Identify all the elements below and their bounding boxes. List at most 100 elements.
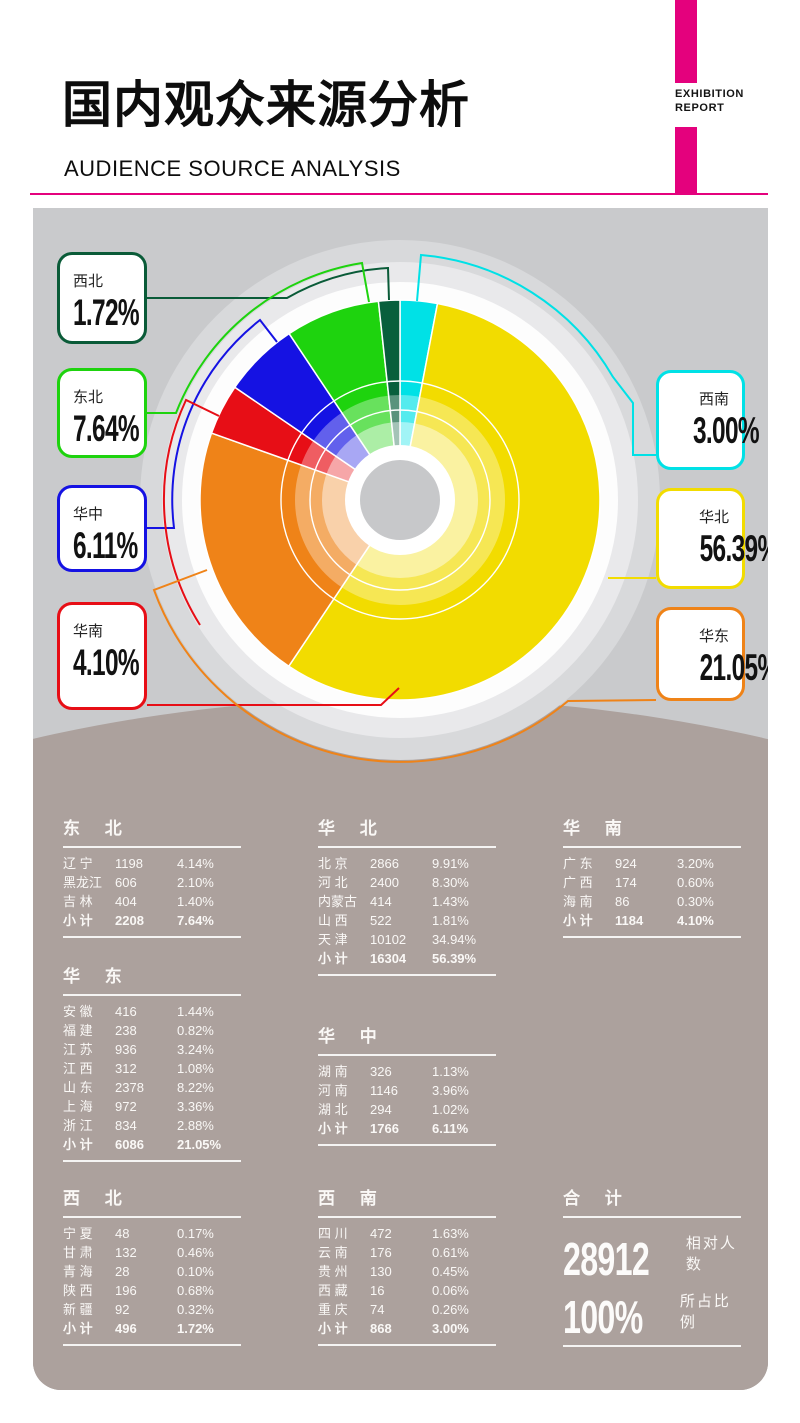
table-subtotal-row: 小 计 6086 21.05% — [63, 1135, 241, 1154]
province-name: 广 西 — [563, 875, 593, 890]
table-西南: 西 南四 川 472 1.63% 云 南 176 0.61% 贵 州 130 0.45% 西 藏 1… — [318, 1184, 496, 1346]
table-row: 西 藏 16 0.06% — [318, 1281, 496, 1300]
table-rows: 安 徽 416 1.44% 福 建 238 0.82% 江 苏 936 3.24% 江 西 312 1… — [63, 1002, 241, 1154]
province-name: 内蒙古 — [318, 894, 358, 909]
visitor-percent: 3.00% — [432, 1321, 469, 1336]
visitor-count: 972 — [115, 1099, 137, 1114]
table-title: 东 北 — [63, 819, 132, 838]
callout-region-name: 华南 — [73, 623, 104, 640]
total-people-value: 28912 — [563, 1233, 650, 1285]
tag-line-2: REPORT — [675, 102, 725, 114]
table-title: 华 东 — [63, 967, 132, 986]
table-row: 广 东 924 3.20% — [563, 854, 741, 873]
table-rows: 北 京 2866 9.91% 河 北 2400 8.30% 内蒙古 414 1.43% 山 西 52… — [318, 854, 496, 968]
table-华南: 华 南广 东 924 3.20% 广 西 174 0.60% 海 南 86 0.30% 小 计 11… — [563, 814, 741, 938]
visitor-percent: 1.44% — [177, 1004, 214, 1019]
table-subtotal-row: 小 计 2208 7.64% — [63, 911, 241, 930]
total-bottom-line — [563, 1345, 741, 1347]
table-rows: 广 东 924 3.20% 广 西 174 0.60% 海 南 86 0.30% 小 计 1184 4… — [563, 854, 741, 930]
table-rows: 四 川 472 1.63% 云 南 176 0.61% 贵 州 130 0.45% 西 藏 16 0.… — [318, 1224, 496, 1338]
table-bottom-line — [318, 1344, 496, 1346]
visitor-count: 16304 — [370, 951, 407, 966]
visitor-count: 924 — [615, 856, 637, 871]
callout-region-name: 东北 — [73, 389, 104, 406]
callout-华南: 华南 4.10% — [57, 602, 147, 710]
page-title: 国内观众来源分析 — [62, 77, 470, 133]
total-percent-value: 100% — [563, 1291, 643, 1343]
visitor-percent: 0.60% — [677, 875, 714, 890]
province-name: 吉 林 — [63, 894, 93, 909]
table-subtotal-row: 小 计 496 1.72% — [63, 1319, 241, 1338]
infographic-panel: 西北 1.72% 东北 7.64% 华中 6.11% 华南 4.10% 西南 3.00% 华北 56.… — [33, 208, 768, 1390]
table-header-line — [63, 994, 241, 996]
visitor-count: 2400 — [370, 875, 399, 890]
table-row: 甘 肃 132 0.46% — [63, 1243, 241, 1262]
visitor-percent: 1.40% — [177, 894, 214, 909]
visitor-count: 472 — [370, 1226, 392, 1241]
callout-percent: 1.72% — [73, 292, 140, 333]
callout-percent: 21.05% — [699, 647, 768, 688]
visitor-percent: 6.11% — [432, 1121, 469, 1136]
table-row: 河 南 1146 3.96% — [318, 1081, 496, 1100]
visitor-count: 294 — [370, 1102, 392, 1117]
table-row: 四 川 472 1.63% — [318, 1224, 496, 1243]
callout-percent: 7.64% — [73, 408, 140, 449]
lower-background — [33, 1168, 768, 1390]
total-block: 合 计 28912 相对人数 100% 所占比例 — [563, 1184, 741, 1347]
visitor-percent: 4.10% — [677, 913, 714, 928]
callout-华北: 华北 56.39% — [656, 488, 768, 589]
total-people-row: 28912 相对人数 — [563, 1232, 741, 1285]
magenta-bar-top — [675, 0, 697, 83]
table-东北: 东 北辽 宁 1198 4.14% 黑龙江 606 2.10% 吉 林 404 1.40% 小 计… — [63, 814, 241, 938]
pie-slice-东北 — [288, 300, 401, 501]
visitor-count: 10102 — [370, 932, 407, 947]
province-name: 辽 宁 — [63, 856, 93, 871]
callout-华中: 华中 6.11% — [57, 485, 147, 572]
table-row: 福 建 238 0.82% — [63, 1021, 241, 1040]
table-row: 安 徽 416 1.44% — [63, 1002, 241, 1021]
table-header-line — [318, 1216, 496, 1218]
visitor-count: 496 — [115, 1321, 137, 1336]
visitor-percent: 1.02% — [432, 1102, 469, 1117]
province-name: 浙 江 — [63, 1118, 93, 1133]
visitor-percent: 0.32% — [177, 1302, 214, 1317]
table-row: 吉 林 404 1.40% — [63, 892, 241, 911]
visitor-count: 48 — [115, 1226, 130, 1241]
province-name: 小 计 — [563, 913, 593, 928]
province-name: 广 东 — [563, 856, 593, 871]
leader-line-华南 — [147, 398, 400, 706]
province-name: 云 南 — [318, 1245, 348, 1260]
visitor-count: 936 — [115, 1042, 137, 1057]
visitor-percent: 56.39% — [432, 951, 477, 966]
table-row: 辽 宁 1198 4.14% — [63, 854, 241, 873]
visitor-count: 130 — [370, 1264, 392, 1279]
table-subtotal-row: 小 计 1766 6.11% — [318, 1119, 496, 1138]
callout-region-name: 西北 — [73, 273, 104, 290]
visitor-count: 404 — [115, 894, 137, 909]
table-title: 西 北 — [63, 1189, 132, 1208]
table-bottom-line — [563, 936, 741, 938]
table-row: 北 京 2866 9.91% — [318, 854, 496, 873]
visitor-percent: 9.91% — [432, 856, 469, 871]
visitor-count: 174 — [615, 875, 637, 890]
visitor-percent: 0.17% — [177, 1226, 214, 1241]
table-row: 江 西 312 1.08% — [63, 1059, 241, 1078]
table-row: 上 海 972 3.36% — [63, 1097, 241, 1116]
visitor-count: 1146 — [370, 1083, 398, 1098]
table-row: 内蒙古 414 1.43% — [318, 892, 496, 911]
table-title: 华 南 — [563, 819, 632, 838]
visitor-percent: 1.08% — [177, 1061, 214, 1076]
visitor-count: 326 — [370, 1064, 392, 1079]
table-row: 湖 南 326 1.13% — [318, 1062, 496, 1081]
total-people-label: 相对人数 — [685, 1235, 737, 1273]
table-row: 黑龙江 606 2.10% — [63, 873, 241, 892]
callout-region-name: 华北 — [698, 509, 729, 526]
visitor-percent: 7.64% — [177, 913, 214, 928]
page-subtitle: AUDIENCE SOURCE ANALYSIS — [64, 156, 401, 181]
visitor-count: 2208 — [115, 913, 144, 928]
table-row: 天 津 10102 34.94% — [318, 930, 496, 949]
province-name: 小 计 — [318, 1121, 348, 1136]
leader-line-东北 — [147, 261, 370, 414]
visitor-percent: 21.05% — [177, 1137, 222, 1152]
province-name: 北 京 — [318, 856, 348, 871]
